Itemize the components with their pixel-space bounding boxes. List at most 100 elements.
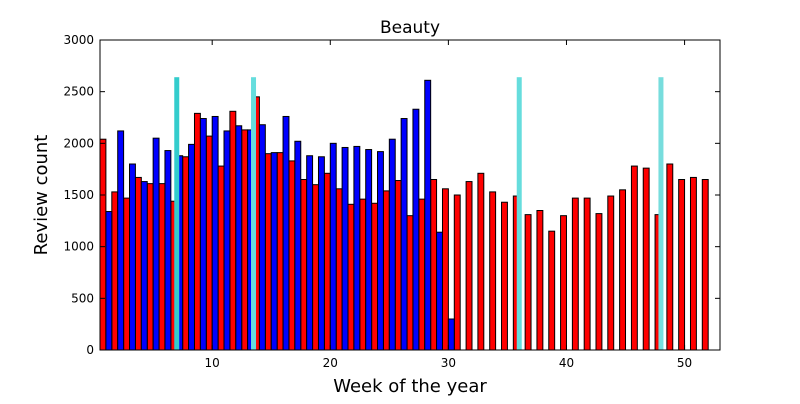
x-tick-label: 50 [677, 356, 692, 370]
bar [129, 163, 136, 351]
bar [223, 130, 231, 351]
y-tick-label: 1500 [63, 188, 94, 202]
x-axis-title: Week of the year [333, 376, 487, 397]
bar [323, 172, 331, 351]
bar [193, 112, 201, 351]
bars-layer [99, 79, 709, 351]
bar [394, 180, 402, 351]
bar [477, 172, 485, 351]
bar [294, 140, 302, 351]
x-tick-label: 20 [323, 356, 338, 370]
x-tick-label: 40 [559, 356, 574, 370]
bar [436, 231, 443, 351]
bar [560, 215, 567, 351]
y-axis-title: Review count [31, 135, 52, 256]
bar [335, 188, 343, 351]
bar [701, 179, 709, 351]
bar [347, 203, 355, 351]
bar [400, 118, 408, 351]
bar [134, 176, 142, 351]
bar [140, 181, 148, 351]
bar [312, 184, 319, 351]
bar [111, 191, 119, 351]
bar [306, 155, 314, 351]
bar [241, 129, 249, 351]
bar [678, 179, 686, 351]
bar [548, 230, 556, 351]
y-tick-label: 2500 [63, 85, 94, 99]
marker-line [251, 77, 257, 350]
bar [164, 150, 172, 351]
bar [382, 190, 390, 351]
y-tick-label: 3000 [63, 33, 94, 47]
bar [406, 215, 414, 351]
bar [211, 115, 219, 351]
bar [630, 165, 638, 351]
bar [235, 125, 243, 351]
bar [441, 188, 449, 351]
bar [583, 197, 591, 351]
bar [317, 156, 325, 351]
bar [105, 211, 113, 351]
bar [282, 115, 290, 351]
y-tick-label: 2000 [63, 136, 94, 150]
bar [501, 201, 508, 351]
x-tick-label: 10 [205, 356, 220, 370]
bar [524, 214, 532, 351]
markers-layer [174, 77, 664, 350]
bar [270, 152, 278, 351]
bar [288, 160, 296, 351]
y-tick-label: 1000 [63, 240, 94, 254]
marker-line [658, 77, 664, 350]
bar [123, 197, 131, 351]
bar [117, 130, 125, 351]
x-tick-label: 30 [441, 356, 456, 370]
bar [199, 118, 207, 351]
ticks-layer: 0 500 1000 1500 2000 2500 3000 10 20 30 40 50 [63, 33, 720, 370]
bar [217, 165, 225, 351]
bar [430, 179, 438, 351]
bar [276, 152, 284, 351]
marker-line [174, 77, 180, 350]
bar [595, 213, 603, 351]
bar [341, 146, 349, 351]
bar [536, 210, 544, 351]
bar [182, 156, 190, 351]
bar [388, 138, 396, 351]
bar [619, 189, 627, 351]
bar [447, 318, 455, 351]
bar [99, 138, 107, 351]
bar [607, 195, 615, 351]
bar [146, 183, 154, 351]
marker-line [516, 77, 522, 350]
bar [371, 202, 379, 351]
bar [205, 135, 213, 351]
bar [365, 149, 373, 351]
bar [465, 181, 473, 351]
bar [453, 194, 461, 351]
bar [258, 124, 266, 351]
y-tick-label: 0 [86, 343, 94, 357]
bar [229, 110, 237, 351]
bar [418, 198, 426, 351]
bar [353, 145, 361, 351]
bar [424, 79, 432, 351]
bar [152, 137, 160, 351]
bar [158, 183, 166, 351]
chart-title: Beauty [380, 18, 440, 38]
bar [377, 151, 384, 351]
bar [689, 176, 697, 351]
bar [642, 167, 650, 351]
bar [264, 153, 272, 351]
y-tick-label: 500 [71, 291, 94, 305]
bar [188, 143, 195, 351]
bar [300, 179, 308, 351]
bar [571, 197, 579, 351]
bar [329, 142, 337, 351]
bar [666, 163, 674, 351]
bar [412, 108, 420, 351]
bar [489, 191, 497, 351]
bar [359, 198, 367, 351]
